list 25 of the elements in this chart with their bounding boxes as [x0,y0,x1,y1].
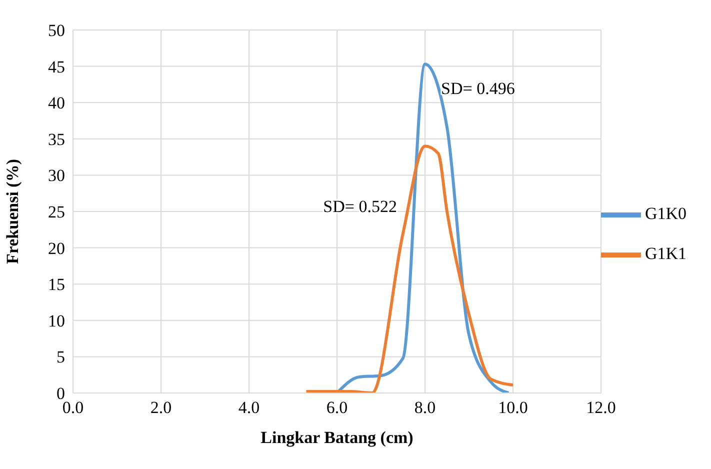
y-tick-label: 40 [48,94,65,113]
legend-label: G1K0 [645,203,687,222]
y-tick-label: 10 [48,311,65,330]
y-tick-label: 30 [48,166,65,186]
x-tick-label: 2.0 [150,398,172,418]
y-tick-label: 5 [56,348,65,367]
y-tick-label: 15 [48,275,65,294]
x-tick-label: 12.0 [586,398,616,418]
y-tick-label: 20 [48,238,65,258]
legend-label: G1K1 [645,243,687,262]
y-tick-label: 25 [48,202,65,222]
x-tick-label: 6.0 [326,398,348,418]
annotation: SD= 0.496 [441,79,515,98]
y-tick-label: 0 [56,384,65,404]
y-tick-label: 45 [48,57,65,76]
x-tick-label: 8.0 [414,398,436,418]
y-tick-label: 50 [48,21,65,40]
x-tick-label: 10.0 [498,398,528,418]
annotation: SD= 0.522 [323,197,397,216]
x-axis-title: Lingkar Batang (cm) [260,428,414,447]
x-tick-label: 4.0 [238,398,260,418]
y-axis-title: Frekuensi (%) [3,159,22,264]
x-tick-label: 0.0 [62,398,84,418]
line-series [304,144,514,393]
y-tick-label: 35 [48,130,65,149]
